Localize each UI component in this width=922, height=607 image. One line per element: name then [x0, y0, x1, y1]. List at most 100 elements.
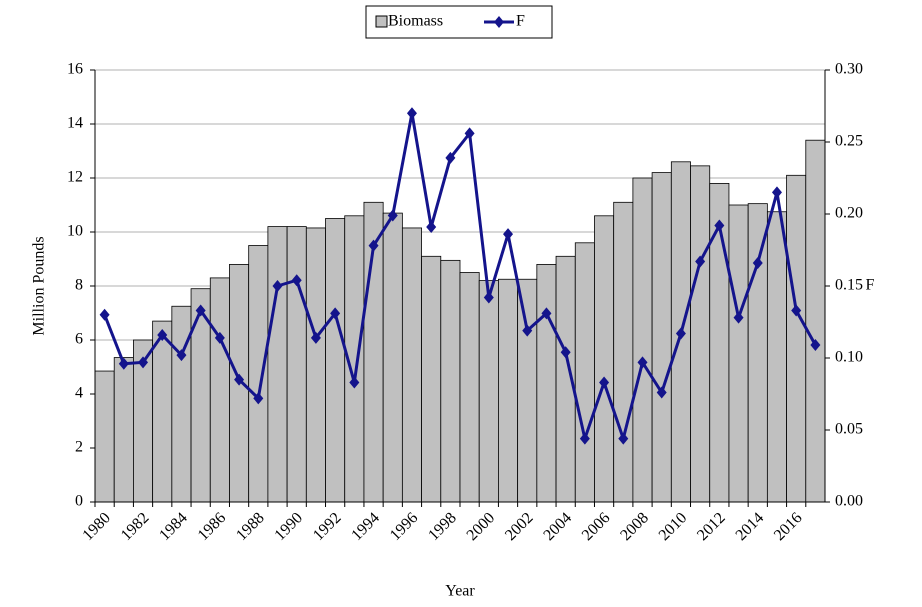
x-tick-label: 1998: [425, 509, 460, 544]
x-tick-label: 2012: [694, 509, 729, 544]
x-tick-label: 2016: [771, 509, 806, 544]
y2-tick-label: 0.30: [835, 61, 863, 78]
f-marker: [406, 107, 417, 120]
x-tick-label: 2002: [502, 509, 537, 544]
y-axis-label: Million Pounds: [31, 236, 48, 335]
bar: [267, 226, 288, 503]
f-marker: [771, 186, 782, 199]
f-marker: [291, 274, 302, 287]
x-tick-label: 1988: [233, 509, 268, 544]
x-tick-label: 1996: [387, 509, 422, 544]
f-marker: [579, 432, 590, 445]
y-tick-label: 14: [67, 115, 83, 132]
bar: [94, 370, 115, 503]
legend-box: [365, 5, 553, 39]
bar: [651, 172, 672, 503]
bar: [805, 139, 826, 503]
f-marker: [637, 356, 648, 369]
x-tick-label: 2010: [656, 509, 691, 544]
x-axis-label: Year: [445, 583, 475, 600]
bar: [786, 174, 807, 503]
f-marker: [310, 331, 321, 344]
f-marker: [349, 376, 360, 389]
f-marker: [157, 328, 168, 341]
bar: [459, 272, 480, 503]
legend-marker: [494, 16, 504, 28]
f-marker: [810, 339, 821, 352]
bar: [766, 211, 787, 503]
y2-tick-label: 0.00: [835, 493, 863, 510]
f-marker: [695, 255, 706, 268]
y-tick-label: 4: [75, 385, 83, 402]
x-tick-label: 2008: [617, 509, 652, 544]
f-marker: [176, 349, 187, 362]
x-tick-label: 1984: [156, 509, 191, 544]
bar: [382, 212, 403, 503]
bar: [594, 215, 615, 503]
bar: [536, 263, 557, 503]
f-marker: [368, 239, 379, 252]
bar: [209, 277, 230, 503]
bar: [286, 226, 307, 503]
bar: [171, 305, 192, 503]
y2-tick-label: 0.10: [835, 349, 863, 366]
x-tick-label: 1986: [195, 509, 230, 544]
f-marker: [272, 280, 283, 292]
f-marker: [99, 308, 110, 321]
y-tick-label: 6: [75, 331, 83, 348]
x-tick-label: 1980: [79, 509, 114, 544]
f-marker: [214, 331, 225, 344]
y-tick-label: 12: [67, 169, 83, 186]
f-marker: [560, 346, 571, 359]
bar: [478, 280, 499, 503]
bar: [574, 242, 595, 503]
y-tick-label: 10: [67, 223, 83, 240]
f-marker: [522, 324, 533, 337]
bar: [325, 218, 346, 503]
f-marker: [195, 304, 206, 317]
y-tick-label: 16: [67, 61, 83, 78]
f-marker: [752, 256, 763, 269]
bar: [152, 320, 173, 503]
bar: [498, 278, 519, 503]
f-marker: [733, 311, 744, 324]
y-tick-label: 2: [75, 439, 83, 456]
bar: [613, 201, 634, 503]
x-tick-label: 2014: [733, 509, 768, 544]
bar: [632, 177, 653, 503]
x-tick-label: 1994: [348, 509, 383, 544]
bar: [517, 278, 538, 503]
f-marker: [464, 127, 475, 140]
f-marker: [618, 432, 629, 445]
f-marker: [253, 392, 264, 405]
bar: [747, 203, 768, 503]
f-marker: [330, 307, 341, 320]
f-marker: [503, 228, 514, 241]
y2-axis-label: F: [866, 277, 875, 294]
y2-tick-label: 0.15: [835, 277, 863, 294]
x-tick-label: 2006: [579, 509, 614, 544]
f-marker: [675, 327, 686, 340]
bar: [440, 259, 461, 503]
f-marker: [656, 386, 667, 399]
f-marker: [445, 151, 456, 164]
bar: [728, 204, 749, 503]
f-marker: [483, 291, 494, 304]
bar: [305, 227, 326, 503]
y-tick-label: 0: [75, 493, 83, 510]
y-tick-label: 8: [75, 277, 83, 294]
legend-label: Biomass: [388, 13, 443, 30]
f-marker: [599, 376, 610, 389]
f-marker: [138, 356, 149, 369]
bar: [248, 245, 269, 503]
f-marker: [234, 373, 245, 386]
y2-tick-label: 0.25: [835, 133, 863, 150]
x-tick-label: 1992: [310, 509, 345, 544]
x-tick-label: 2004: [540, 509, 575, 544]
y2-tick-label: 0.20: [835, 205, 863, 222]
bar: [113, 357, 134, 503]
bar: [421, 255, 442, 503]
y2-tick-label: 0.05: [835, 421, 863, 438]
f-marker: [118, 357, 129, 370]
